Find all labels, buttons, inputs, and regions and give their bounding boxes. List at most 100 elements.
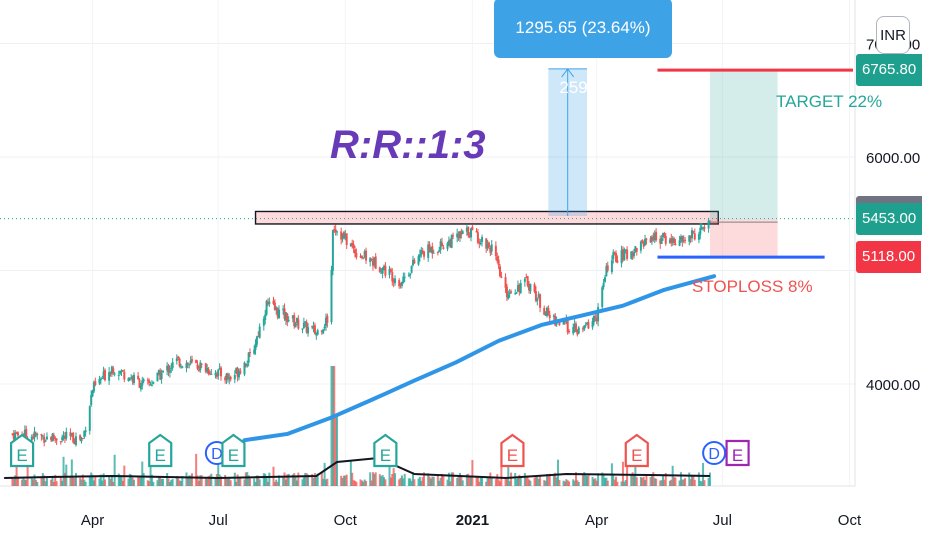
volume-bar: [547, 476, 550, 486]
candle: [65, 431, 68, 439]
position-tool[interactable]: [657, 68, 853, 259]
volume-bar: [148, 481, 151, 486]
volume-bar: [266, 481, 269, 486]
volume-bar: [688, 472, 691, 486]
candle: [181, 366, 184, 368]
candle: [340, 231, 343, 240]
volume-bar: [515, 479, 518, 486]
candle: [418, 254, 421, 257]
volume-bar: [101, 480, 104, 486]
candle: [249, 352, 252, 354]
candle: [307, 327, 310, 334]
volume-bar: [543, 480, 546, 486]
event-marker-E[interactable]: E: [148, 433, 173, 468]
event-marker-E[interactable]: E: [10, 433, 35, 468]
candle: [152, 381, 155, 384]
measure-arrow-head: [561, 68, 575, 78]
candle: [529, 283, 532, 292]
volume-bar: [313, 473, 316, 486]
candle: [660, 238, 663, 244]
candle: [381, 268, 384, 274]
candle: [539, 294, 542, 308]
candle: [369, 257, 372, 262]
candle: [485, 238, 488, 249]
volume-bar: [55, 481, 58, 486]
volume-bar: [119, 475, 122, 486]
candle: [507, 294, 510, 299]
volume-bar: [678, 480, 681, 486]
candle: [528, 284, 531, 291]
candle: [195, 359, 198, 363]
candle: [494, 245, 497, 256]
candle: [291, 315, 294, 319]
volume-bar: [442, 475, 445, 486]
candle: [217, 369, 220, 377]
volume-bar: [324, 479, 327, 486]
candle: [262, 318, 265, 326]
volume-bar: [655, 478, 658, 486]
event-marker-E[interactable]: E: [221, 433, 246, 468]
volume-bar: [237, 477, 240, 486]
candle: [500, 276, 503, 278]
volume-bar: [534, 476, 537, 486]
candle: [615, 253, 618, 262]
volume-bar: [79, 477, 82, 486]
price-tag-target: 6765.80: [856, 54, 923, 87]
event-marker-D[interactable]: D: [702, 441, 727, 465]
volume-bar: [207, 476, 210, 486]
candle: [388, 269, 391, 275]
event-marker-E[interactable]: E: [624, 433, 649, 468]
candle: [149, 384, 152, 386]
event-marker-E[interactable]: E: [500, 433, 525, 468]
event-marker-E[interactable]: E: [373, 433, 398, 468]
volume-bar: [601, 472, 604, 486]
volume-bar: [235, 481, 238, 486]
volume-bar: [159, 477, 162, 486]
measure-tool[interactable]: [548, 68, 588, 217]
candle: [475, 231, 478, 233]
candle: [476, 232, 479, 243]
volume-bar: [170, 479, 173, 486]
candle: [355, 252, 358, 258]
candle: [700, 227, 703, 229]
volume-bar: [391, 473, 394, 486]
candle: [52, 435, 55, 439]
candle: [427, 244, 430, 258]
volume-bar: [653, 478, 656, 486]
candle: [537, 294, 540, 298]
volume-bar: [645, 474, 648, 486]
candle: [352, 244, 355, 249]
event-marker-E[interactable]: E: [725, 439, 750, 467]
candle: [481, 237, 484, 243]
candle: [92, 382, 95, 392]
stoploss-annotation: STOPLOSS 8%: [692, 277, 813, 296]
volume-bar: [660, 480, 663, 486]
volume-bar: [224, 474, 227, 486]
volume-bar: [539, 474, 542, 486]
volume-bar: [326, 478, 329, 486]
volume-bars: [4, 366, 711, 486]
volume-bar: [214, 477, 217, 486]
candle: [461, 231, 464, 234]
candle: [186, 362, 189, 364]
candle: [536, 298, 539, 302]
currency-button[interactable]: INR: [876, 16, 910, 54]
candle: [639, 241, 642, 251]
candle: [171, 362, 174, 368]
candle: [438, 250, 441, 252]
volume-bar: [351, 472, 354, 486]
volume-bar: [127, 478, 130, 486]
candle: [138, 379, 141, 388]
volume-bar: [54, 474, 57, 486]
candle: [207, 369, 210, 375]
volume-bar: [591, 476, 594, 486]
candle: [98, 378, 101, 384]
candle: [398, 280, 401, 287]
x-axis[interactable]: Apr Jul Oct 2021 Apr Jul Oct: [81, 512, 862, 529]
volume-bar: [586, 475, 589, 486]
candle: [110, 366, 113, 374]
volume-bar: [565, 479, 568, 486]
volume-bar: [52, 481, 55, 486]
